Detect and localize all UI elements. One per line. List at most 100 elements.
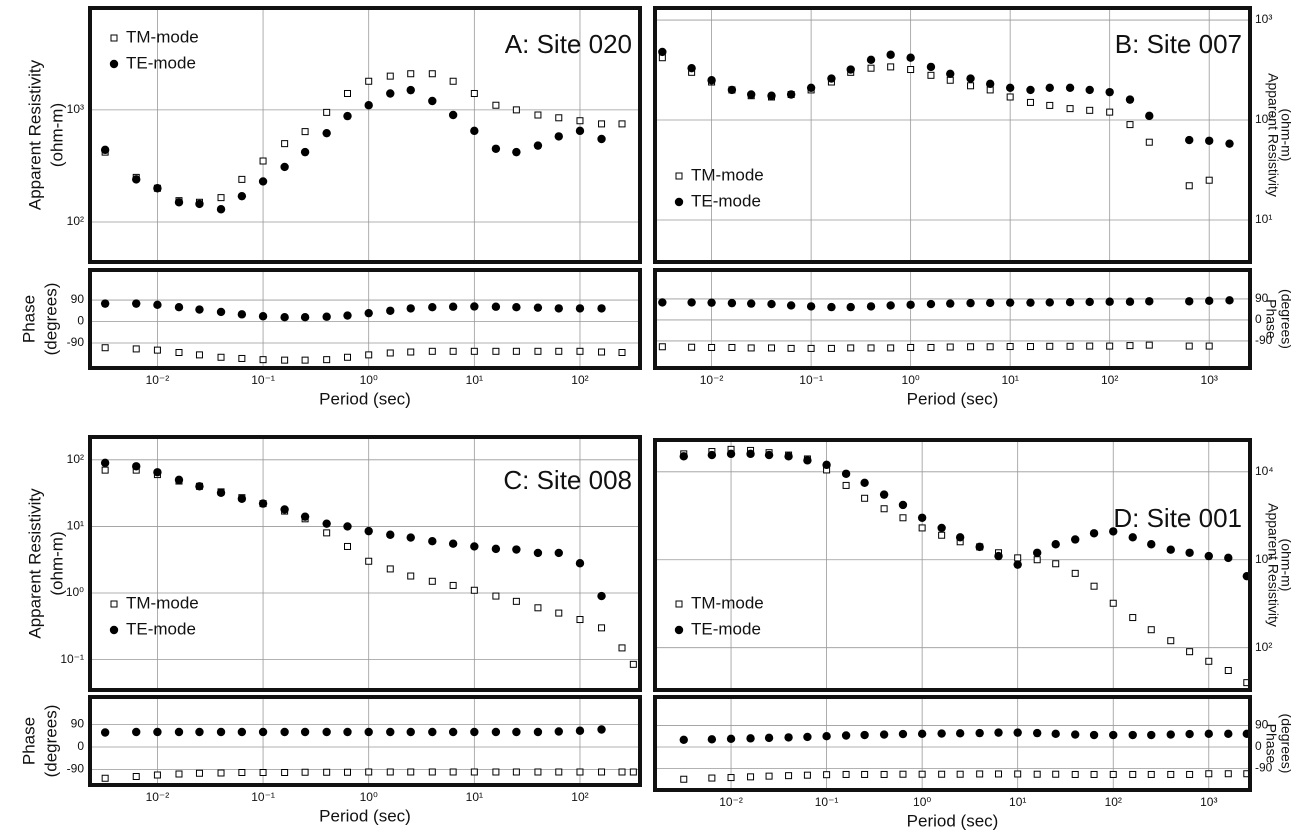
data-point bbox=[1071, 730, 1080, 739]
data-point bbox=[937, 523, 946, 533]
data-point bbox=[364, 526, 373, 536]
data-point bbox=[237, 191, 247, 201]
data-point bbox=[767, 299, 776, 309]
y-axis-label: (degrees) bbox=[1278, 714, 1291, 774]
data-point bbox=[926, 299, 936, 309]
data-point bbox=[927, 71, 935, 79]
data-point bbox=[1014, 554, 1022, 562]
data-point bbox=[707, 76, 716, 85]
data-point bbox=[746, 734, 755, 743]
data-point bbox=[555, 609, 563, 617]
data-point bbox=[1065, 83, 1075, 93]
data-point bbox=[237, 494, 247, 503]
y-tick-label: 10⁻¹ bbox=[60, 652, 84, 666]
plot-frame bbox=[88, 435, 642, 692]
y-tick-label: 10² bbox=[67, 452, 84, 466]
data-point bbox=[966, 298, 975, 308]
data-point bbox=[1086, 106, 1094, 114]
data-point bbox=[946, 69, 955, 78]
data-point bbox=[428, 347, 436, 355]
data-point bbox=[967, 343, 975, 351]
x-tick-label: 10¹ bbox=[1009, 795, 1026, 809]
data-point bbox=[1224, 666, 1232, 674]
data-point bbox=[1090, 582, 1098, 590]
legend-marker bbox=[675, 172, 683, 180]
data-point bbox=[867, 64, 875, 72]
data-point bbox=[768, 344, 776, 352]
data-point bbox=[512, 597, 520, 605]
data-point bbox=[1225, 296, 1234, 305]
data-point bbox=[216, 205, 226, 214]
legend-marker bbox=[109, 59, 119, 69]
y-tick-label: 0 bbox=[77, 314, 84, 328]
y-tick-label: 90 bbox=[71, 717, 85, 731]
data-point bbox=[576, 616, 584, 624]
data-point bbox=[1205, 770, 1213, 778]
data-point bbox=[707, 450, 717, 460]
data-point bbox=[1032, 728, 1042, 738]
data-point bbox=[153, 346, 161, 354]
data-point bbox=[554, 727, 563, 736]
data-point bbox=[1185, 342, 1193, 350]
data-point bbox=[867, 344, 875, 352]
data-point bbox=[1185, 297, 1194, 306]
data-point bbox=[449, 768, 457, 776]
data-point bbox=[533, 727, 543, 737]
data-point bbox=[512, 768, 520, 776]
data-point bbox=[899, 770, 907, 778]
data-point bbox=[879, 490, 889, 499]
data-point bbox=[985, 298, 995, 308]
data-point bbox=[1147, 730, 1156, 740]
data-point bbox=[470, 302, 479, 311]
plot-frame bbox=[88, 695, 642, 787]
data-point bbox=[1051, 540, 1060, 549]
y-axis-label: (degrees) bbox=[1278, 289, 1291, 349]
data-point bbox=[727, 298, 737, 308]
data-point bbox=[365, 557, 373, 565]
data-point bbox=[1205, 342, 1213, 350]
plot-frame bbox=[653, 438, 1252, 692]
y-tick-label: 10² bbox=[67, 214, 84, 228]
data-point bbox=[132, 773, 140, 780]
data-point bbox=[803, 456, 812, 465]
data-point bbox=[216, 307, 226, 317]
data-point bbox=[1065, 298, 1075, 307]
data-point bbox=[1147, 770, 1155, 778]
data-point bbox=[787, 344, 795, 352]
y-tick-label: 10¹ bbox=[67, 519, 84, 533]
data-point bbox=[906, 300, 915, 309]
data-point bbox=[598, 348, 606, 356]
data-point bbox=[448, 110, 458, 120]
data-point bbox=[597, 134, 606, 144]
data-point bbox=[822, 460, 831, 470]
y-tick-label: 0 bbox=[77, 739, 84, 753]
legend-label: TE-mode bbox=[691, 191, 761, 210]
data-point bbox=[918, 524, 926, 532]
data-point bbox=[1066, 342, 1074, 350]
data-point bbox=[822, 732, 831, 741]
data-point bbox=[1033, 556, 1041, 564]
legend-marker bbox=[110, 600, 118, 608]
data-point bbox=[598, 768, 606, 776]
x-tick-label: 10² bbox=[1101, 373, 1118, 387]
data-point bbox=[407, 348, 415, 356]
y-axis-label: Apparent Resistivity bbox=[25, 59, 44, 210]
data-point bbox=[1026, 298, 1035, 307]
data-point bbox=[344, 353, 352, 361]
data-point bbox=[195, 482, 204, 491]
data-point bbox=[258, 499, 268, 508]
y-axis-label: Phase bbox=[19, 717, 38, 765]
data-point bbox=[470, 126, 479, 136]
panel-title: B: Site 007 bbox=[1115, 29, 1242, 59]
data-point bbox=[898, 729, 908, 739]
data-point bbox=[386, 306, 395, 315]
data-point bbox=[1186, 770, 1194, 778]
data-point bbox=[153, 771, 161, 779]
data-point bbox=[492, 101, 500, 109]
data-point bbox=[938, 770, 946, 778]
data-point bbox=[806, 83, 816, 93]
data-point bbox=[300, 512, 310, 521]
data-point bbox=[726, 449, 736, 459]
data-point bbox=[764, 733, 774, 743]
